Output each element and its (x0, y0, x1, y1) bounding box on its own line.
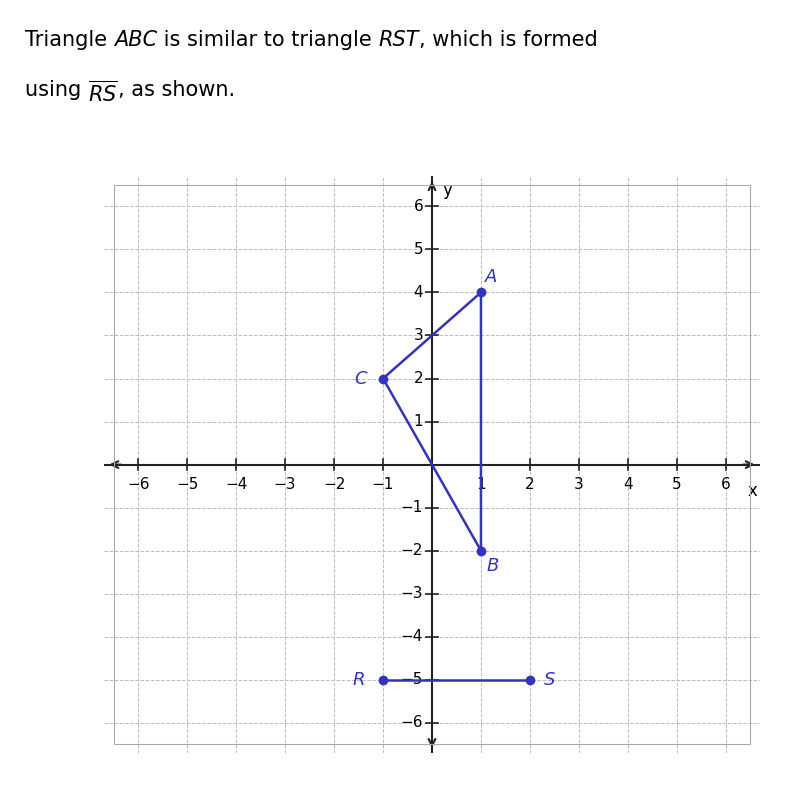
Text: ABC: ABC (114, 30, 157, 50)
Text: 1: 1 (476, 477, 486, 493)
Text: −4: −4 (225, 477, 247, 493)
Text: −5: −5 (176, 477, 198, 493)
Text: , as shown.: , as shown. (118, 80, 234, 100)
Text: −2: −2 (323, 477, 346, 493)
Text: 2: 2 (525, 477, 534, 493)
Text: 5: 5 (414, 242, 423, 257)
Text: $\overline{RS}$: $\overline{RS}$ (88, 80, 118, 106)
Text: A: A (485, 268, 497, 287)
Text: S: S (544, 670, 555, 689)
Text: −5: −5 (401, 672, 423, 687)
Text: using: using (25, 80, 88, 100)
Text: −6: −6 (127, 477, 150, 493)
Text: −1: −1 (372, 477, 394, 493)
Text: R: R (352, 670, 365, 689)
Text: 1: 1 (414, 414, 423, 429)
Text: B: B (487, 557, 499, 575)
Text: 6: 6 (414, 199, 423, 214)
Text: −3: −3 (274, 477, 296, 493)
Text: 3: 3 (574, 477, 584, 493)
Text: x: x (748, 481, 758, 500)
Text: y: y (442, 180, 453, 199)
Text: −3: −3 (401, 586, 423, 602)
Text: −2: −2 (401, 543, 423, 558)
Text: −6: −6 (401, 715, 423, 731)
Text: −4: −4 (401, 630, 423, 644)
Text: 3: 3 (414, 328, 423, 343)
Text: Triangle: Triangle (25, 30, 114, 50)
Text: 2: 2 (414, 371, 423, 386)
Text: 4: 4 (623, 477, 633, 493)
Text: 5: 5 (672, 477, 682, 493)
Text: 6: 6 (721, 477, 730, 493)
Text: C: C (354, 369, 367, 388)
Text: is similar to triangle: is similar to triangle (157, 30, 378, 50)
Text: 4: 4 (414, 285, 423, 300)
Text: , which is formed: , which is formed (419, 30, 598, 50)
Text: −1: −1 (401, 500, 423, 515)
Text: RST: RST (378, 30, 419, 50)
